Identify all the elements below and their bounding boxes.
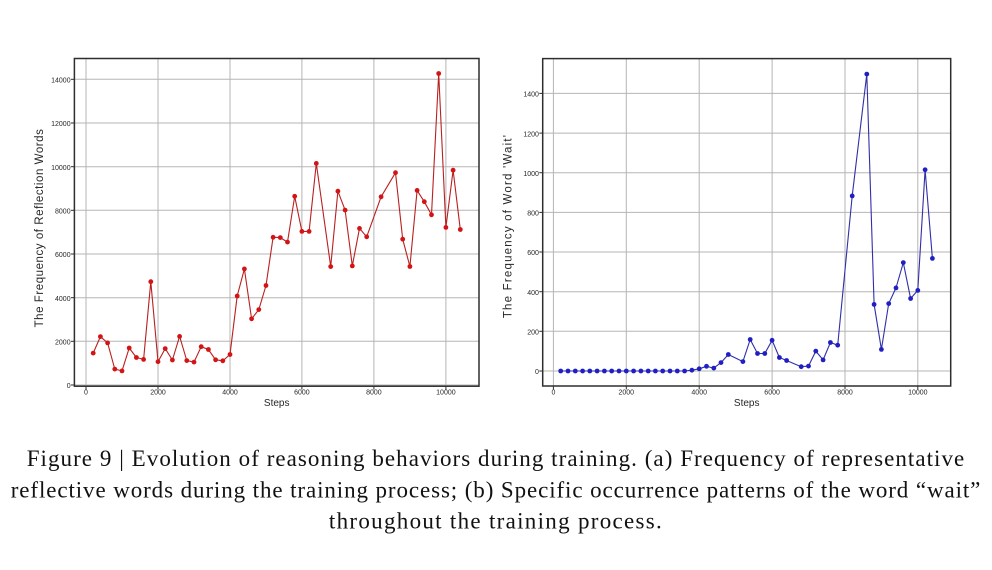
svg-text:0: 0 [84,390,88,397]
svg-text:12000: 12000 [51,121,71,128]
svg-text:600: 600 [527,250,539,257]
svg-text:200: 200 [527,330,539,337]
svg-text:The Frequency of Reflection Wo: The Frequency of Reflection Words [34,129,46,328]
svg-text:2000: 2000 [619,390,635,397]
svg-text:The Frequency of Word 'Wait': The Frequency of Word 'Wait' [503,134,515,318]
svg-text:Steps: Steps [264,398,290,409]
svg-text:8000: 8000 [837,390,853,397]
svg-text:6000: 6000 [55,252,71,259]
svg-text:1400: 1400 [523,92,539,99]
svg-text:Steps: Steps [734,398,760,409]
svg-text:0: 0 [551,390,555,397]
svg-text:8000: 8000 [55,209,71,216]
svg-text:2000: 2000 [55,340,71,347]
svg-text:throughout the training proces: throughout the training process. [329,509,663,534]
svg-text:14000: 14000 [51,78,71,85]
svg-text:1000: 1000 [523,171,539,178]
svg-text:4000: 4000 [55,296,71,303]
svg-text:400: 400 [527,290,539,297]
svg-text:6000: 6000 [294,390,310,397]
svg-text:6000: 6000 [764,390,780,397]
svg-text:800: 800 [527,211,539,218]
svg-text:4000: 4000 [222,390,238,397]
svg-text:reflective words during the tr: reflective words during the training pro… [11,478,982,503]
svg-text:1200: 1200 [523,131,539,138]
svg-text:0: 0 [67,383,71,390]
svg-text:10000: 10000 [908,390,928,397]
svg-text:4000: 4000 [691,390,707,397]
svg-text:8000: 8000 [366,390,382,397]
svg-text:Figure 9 | Evolution of reason: Figure 9 | Evolution of reasoning behavi… [27,446,966,471]
svg-text:10000: 10000 [51,165,71,172]
svg-text:0: 0 [535,369,539,376]
svg-text:10000: 10000 [436,390,456,397]
svg-text:2000: 2000 [150,390,166,397]
